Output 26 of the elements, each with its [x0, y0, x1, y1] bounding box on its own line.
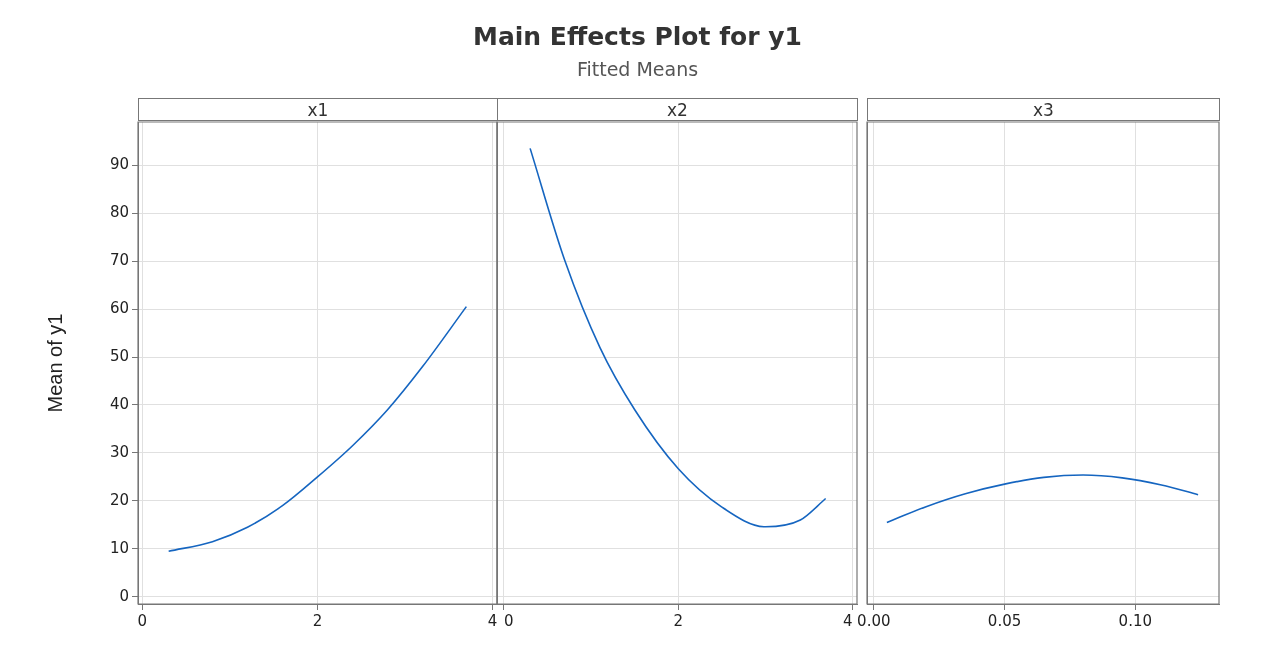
y-tick-label: 10 [109, 538, 129, 557]
x-axis-title: x3 [867, 98, 1220, 121]
x-axis-title: x2 [497, 98, 858, 121]
y-tick-label: 80 [109, 203, 129, 222]
x-tick-label: 0 [137, 611, 148, 630]
y-tick-label: 90 [109, 155, 129, 174]
y-tick-label: 40 [109, 394, 129, 413]
line-series [167, 305, 468, 553]
chart-title: Main Effects Plot for y1 [472, 22, 803, 51]
y-tick-label: 60 [109, 298, 129, 317]
x-tick-label: 0 [503, 611, 514, 630]
x-tick-label: 2 [312, 611, 323, 630]
x-tick-label: 2 [673, 611, 684, 630]
y-axis-title: Mean of y1 [43, 313, 66, 413]
x-tick-label: 0.00 [857, 611, 891, 630]
y-tick-label: 20 [109, 490, 129, 509]
x-tick-label: 0.05 [987, 611, 1022, 630]
x-axis-title: x1 [138, 98, 498, 121]
x-tick-label: 4 [487, 611, 498, 630]
x-tick-label: 4 [843, 611, 853, 630]
y-tick-label: 50 [109, 346, 129, 365]
y-tick-label: 70 [109, 250, 129, 269]
x-tick-label: 0.10 [1118, 611, 1153, 630]
chart-subtitle: Fitted Means [575, 58, 700, 80]
y-tick-label: 30 [109, 442, 129, 461]
y-tick-label: 0 [119, 586, 129, 605]
